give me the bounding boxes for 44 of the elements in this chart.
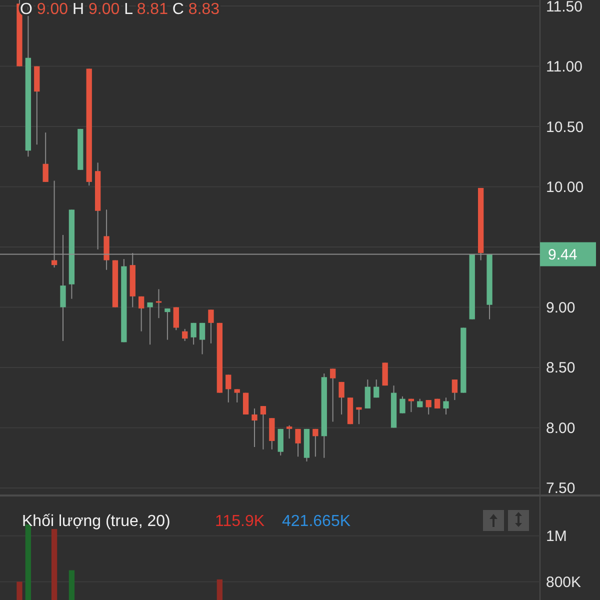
candlestick: [286, 424, 292, 440]
y-tick-label: 11.00: [546, 58, 582, 76]
candlestick: [242, 392, 249, 415]
y-tick-label: 1M: [546, 528, 567, 546]
y-tick-label: 8.50: [546, 360, 576, 377]
text: Khối lượng (true, 20): [22, 513, 170, 530]
candlestick: [234, 388, 240, 403]
y-tick-label: 7.50: [546, 480, 576, 498]
candlestick: [199, 322, 206, 355]
y-tick-label: 9.00: [546, 299, 576, 316]
candlestick: [190, 322, 196, 346]
candlestick: [295, 428, 301, 458]
candlestick: [364, 379, 370, 409]
candlestick: [356, 406, 362, 425]
candlestick: [278, 428, 284, 456]
candlestick: [374, 379, 380, 398]
candlestick: [226, 374, 232, 403]
candlestick: [338, 381, 344, 415]
candlestick: [252, 408, 258, 448]
annotation: 115.9K: [215, 513, 265, 530]
candlestick: [42, 132, 48, 182]
candlestick: [426, 400, 432, 415]
candlestick: [173, 306, 179, 331]
candlestick: [400, 396, 406, 414]
candlestick: [138, 296, 144, 332]
y-tick-label: 11.50: [546, 0, 582, 16]
candlestick: [164, 308, 170, 340]
y-tick-label: 8.00: [546, 420, 576, 437]
ref-line-label: 9.44: [548, 246, 578, 264]
candlestick: [182, 328, 188, 342]
y-tick-label: 10.50: [546, 118, 584, 136]
candlestick: [260, 406, 266, 450]
candlestick: [452, 379, 458, 401]
candlestick: [156, 288, 162, 319]
candlestick: [208, 309, 214, 344]
candlestick: [147, 302, 153, 346]
candlestick: [382, 362, 388, 386]
candlestick: [312, 428, 318, 458]
y-tick-label: 800K: [546, 574, 582, 591]
candlestick: [330, 368, 336, 422]
annotation: 421.665K: [282, 513, 351, 530]
candlestick: [443, 397, 449, 415]
candlestick: [269, 418, 275, 450]
y-tick-label: 10.00: [546, 179, 584, 196]
